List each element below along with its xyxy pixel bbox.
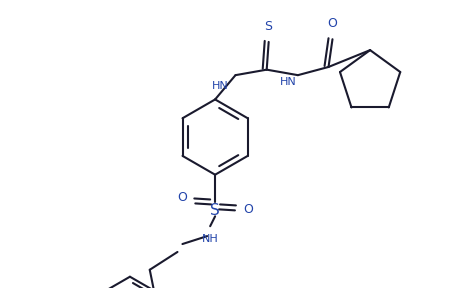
Text: NH: NH [202, 234, 218, 244]
Text: O: O [327, 17, 337, 30]
Text: S: S [210, 203, 220, 218]
Text: O: O [178, 191, 188, 204]
Text: O: O [243, 203, 253, 216]
Text: S: S [264, 20, 271, 33]
Text: HN: HN [280, 77, 297, 87]
Text: HN: HN [212, 81, 228, 91]
